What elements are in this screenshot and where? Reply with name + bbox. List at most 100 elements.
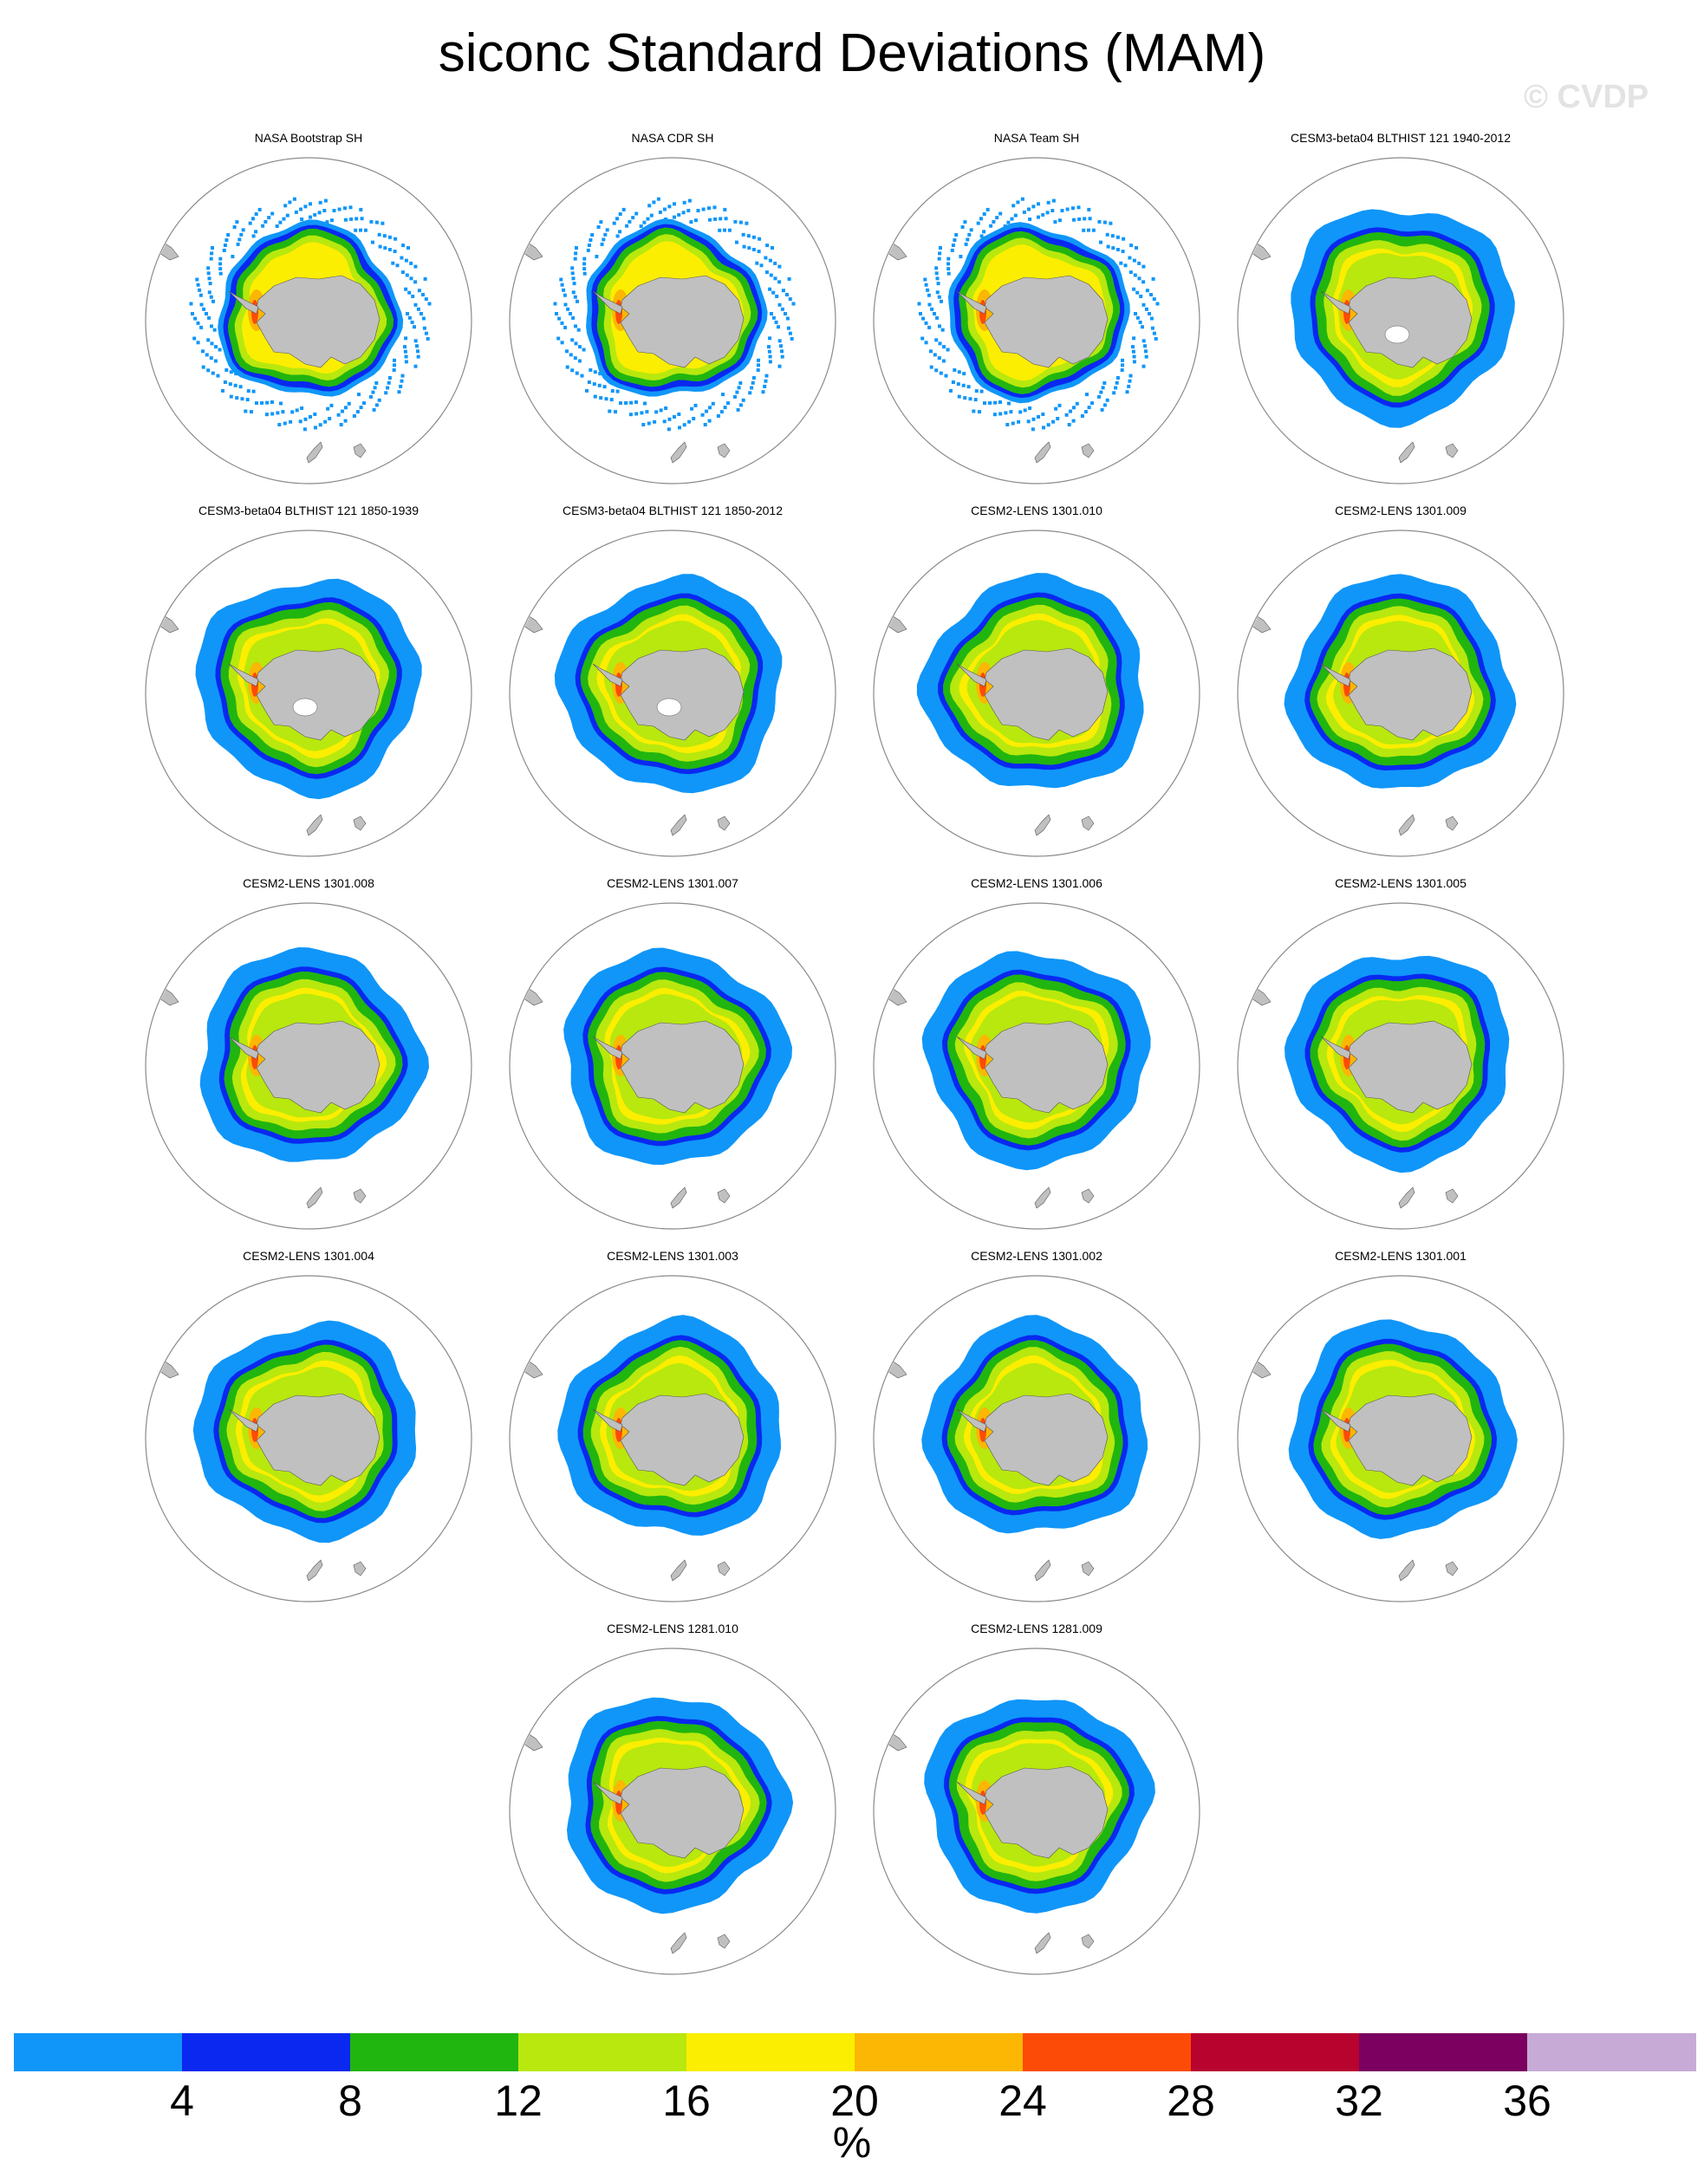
panel-title: CESM3-beta04 BLTHIST 121 1940-2012 <box>1291 131 1511 145</box>
antarctica-landmass <box>1348 275 1473 368</box>
polar-stereographic-map <box>509 157 836 484</box>
colorbar-segment <box>1023 2033 1192 2071</box>
panel-title: CESM2-LENS 1301.004 <box>243 1249 374 1263</box>
antarctica-landmass <box>256 1393 380 1486</box>
new-zealand-landmass <box>1034 1559 1051 1582</box>
sea-ice-field <box>511 947 792 1209</box>
antarctica-landmass <box>984 1020 1109 1114</box>
sea-ice-field <box>875 573 1144 836</box>
colorbar-tick-label: 36 <box>1503 2077 1551 2125</box>
sea-ice-field <box>146 947 429 1209</box>
new-zealand-landmass <box>670 1559 687 1582</box>
map-panel: CESM2-LENS 1301.010 <box>855 503 1219 867</box>
panel-title: CESM2-LENS 1301.005 <box>1335 876 1467 890</box>
sea-ice-field <box>511 1697 794 1954</box>
colorbar-tick-label: 4 <box>170 2077 194 2125</box>
new-zealand-landmass <box>1398 1186 1415 1209</box>
colorbar-segment <box>1359 2033 1528 2071</box>
antarctica-landmass <box>256 275 380 368</box>
new-zealand-landmass <box>670 1932 687 1954</box>
map-panel: CESM2-LENS 1301.006 <box>855 875 1219 1239</box>
panel-title: NASA Bootstrap SH <box>254 131 363 145</box>
new-zealand-landmass <box>1034 441 1051 464</box>
panel-title: CESM2-LENS 1301.006 <box>971 876 1102 890</box>
sea-ice-field <box>1239 209 1515 464</box>
sea-ice-field <box>146 1320 417 1582</box>
map-panel: CESM2-LENS 1281.009 <box>855 1621 1219 1985</box>
new-zealand-landmass <box>1034 1186 1051 1209</box>
map-panel: CESM2-LENS 1301.002 <box>855 1248 1219 1612</box>
colorbar-segment <box>686 2033 855 2071</box>
new-zealand-landmass <box>306 1186 323 1209</box>
sea-ice-field <box>875 951 1151 1209</box>
antarctica-landmass <box>984 647 1109 741</box>
antarctica-landmass <box>620 1020 745 1114</box>
colorbar-segment <box>1191 2033 1360 2071</box>
sea-ice-field <box>511 574 783 836</box>
polar-stereographic-map <box>145 530 472 857</box>
new-zealand-landmass <box>670 1186 687 1209</box>
antarctica-landmass <box>256 647 380 741</box>
map-panel: CESM3-beta04 BLTHIST 121 1850-1939 <box>127 503 491 867</box>
colorbar-tick-label: 12 <box>494 2077 543 2125</box>
antarctica-landmass <box>1348 647 1473 741</box>
colorbar-segment <box>14 2033 183 2071</box>
colorbar-tick-label: 16 <box>662 2077 711 2125</box>
antarctica-landmass <box>620 1765 745 1859</box>
new-zealand-landmass <box>1398 1559 1415 1582</box>
map-panel: CESM2-LENS 1301.004 <box>127 1248 491 1612</box>
panel-title: CESM2-LENS 1301.001 <box>1335 1249 1467 1263</box>
colorbar-segment <box>855 2033 1024 2071</box>
sea-ice-field <box>1239 1319 1518 1582</box>
polar-stereographic-map <box>873 1648 1200 1975</box>
polar-stereographic-map <box>509 902 836 1230</box>
colorbar <box>14 2033 1696 2071</box>
sea-ice-field <box>875 1315 1148 1582</box>
colorbar-segment <box>182 2033 351 2071</box>
polar-stereographic-map <box>873 1275 1200 1602</box>
panel-title: CESM2-LENS 1301.007 <box>607 876 738 890</box>
colorbar-segment <box>518 2033 687 2071</box>
sea-ice-field <box>1239 574 1517 836</box>
panel-title: CESM2-LENS 1301.010 <box>971 504 1102 517</box>
polar-stereographic-map <box>873 530 1200 857</box>
new-zealand-landmass <box>306 814 323 836</box>
new-zealand-landmass <box>306 441 323 464</box>
panel-title: CESM2-LENS 1281.010 <box>607 1622 738 1635</box>
new-zealand-landmass <box>1034 1932 1051 1954</box>
colorbar-units: % <box>832 2118 872 2167</box>
sea-ice-field <box>875 1699 1155 1954</box>
polar-stereographic-map <box>1237 530 1564 857</box>
panel-title: CESM3-beta04 BLTHIST 121 1850-2012 <box>563 504 783 517</box>
polar-stereographic-map <box>509 1275 836 1602</box>
map-panel: CESM2-LENS 1301.008 <box>127 875 491 1239</box>
antarctica-landmass <box>984 1765 1109 1859</box>
sea-ice-field <box>146 197 432 464</box>
antarctica-landmass <box>984 1393 1109 1486</box>
figure-title: siconc Standard Deviations (MAM) <box>438 23 1266 83</box>
colorbar-segment <box>1527 2033 1696 2071</box>
map-panel: CESM2-LENS 1281.010 <box>491 1621 855 1985</box>
map-panel: CESM3-beta04 BLTHIST 121 1940-2012 <box>1219 130 1583 494</box>
new-zealand-landmass <box>670 814 687 836</box>
map-panel: NASA Bootstrap SH <box>127 130 491 494</box>
antarctica-landmass <box>620 275 745 368</box>
panel-title: CESM3-beta04 BLTHIST 121 1850-1939 <box>198 504 419 517</box>
antarctica-landmass <box>984 275 1109 368</box>
colorbar-tick-label: 32 <box>1335 2077 1383 2125</box>
colorbar-segment <box>350 2033 519 2071</box>
cvdp-watermark: © CVDP <box>1524 79 1649 115</box>
map-panel: CESM2-LENS 1301.009 <box>1219 503 1583 867</box>
antarctica-landmass <box>620 1393 745 1486</box>
colorbar-tick-label: 28 <box>1167 2077 1215 2125</box>
sea-ice-field <box>1239 955 1510 1209</box>
polar-stereographic-map <box>1237 1275 1564 1602</box>
sea-ice-field <box>511 1315 781 1582</box>
panel-title: CESM2-LENS 1301.008 <box>243 876 374 890</box>
antarctica-landmass <box>256 1020 380 1114</box>
polar-stereographic-map <box>509 1648 836 1975</box>
sea-ice-field <box>875 197 1160 464</box>
map-panel: CESM2-LENS 1301.001 <box>1219 1248 1583 1612</box>
polar-stereographic-map <box>1237 157 1564 484</box>
panel-title: CESM2-LENS 1301.002 <box>971 1249 1102 1263</box>
